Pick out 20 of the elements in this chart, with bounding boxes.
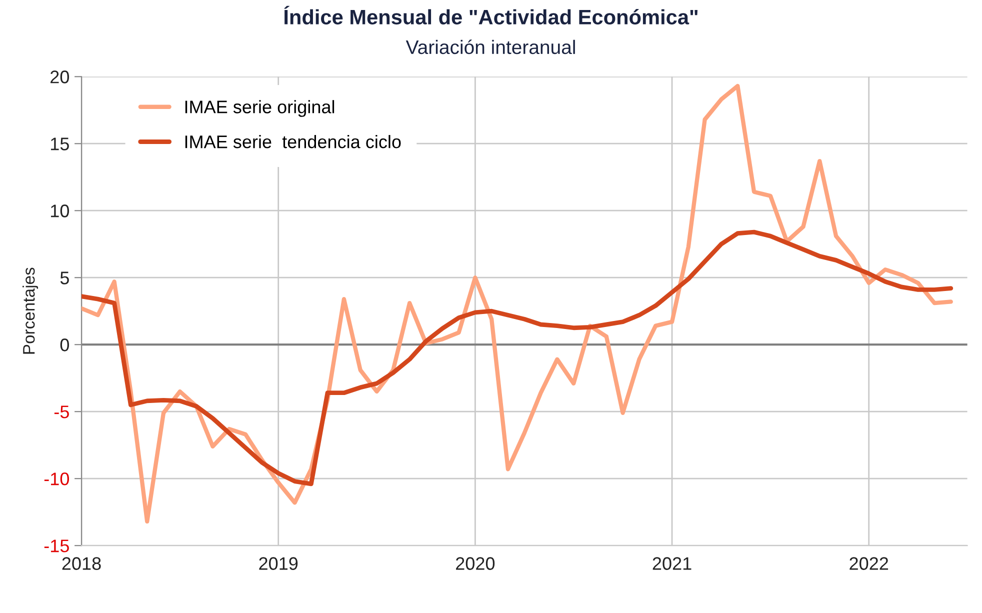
y-tick-label: 10 <box>50 204 69 218</box>
y-tick-label: 5 <box>60 272 69 284</box>
x-tick-label: 2019 <box>259 557 298 570</box>
chart-subtitle: Variación interanual <box>406 40 575 54</box>
x-tick-label: 2022 <box>850 557 888 570</box>
y-tick-label: 20 <box>50 70 69 84</box>
line-series <box>82 84 953 524</box>
line-series <box>82 230 954 486</box>
y-tick-label: 15 <box>50 138 69 150</box>
x-tick-label: 2021 <box>652 557 692 570</box>
y-axis-title: Porcentajes <box>22 268 38 354</box>
y-tick-label: -15 <box>44 540 69 552</box>
y-tick-label: 0 <box>60 338 69 352</box>
y-tick-label: -10 <box>44 472 69 486</box>
y-tick-label: -5 <box>54 406 69 418</box>
x-tick-label: 2018 <box>62 557 101 570</box>
legend-label: IMAE serie original <box>185 100 334 117</box>
chart-title: Índice Mensual de "Actividad Económica" <box>284 6 698 24</box>
x-tick-label: 2020 <box>456 557 495 570</box>
legend-label: IMAE serie tendencia ciclo <box>185 134 401 148</box>
